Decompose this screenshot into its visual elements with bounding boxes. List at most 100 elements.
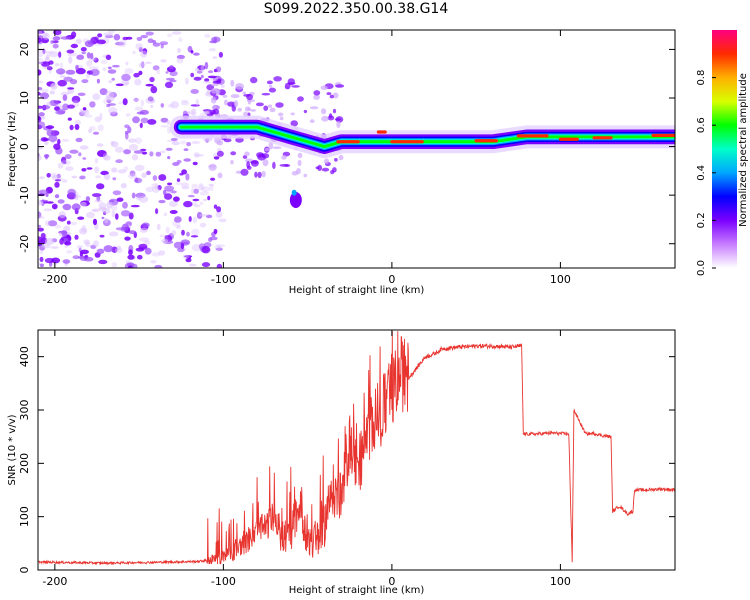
noise-speckle xyxy=(145,83,154,87)
noise-speckle xyxy=(160,103,165,108)
noise-speckle xyxy=(169,79,177,83)
noise-speckle xyxy=(77,92,86,97)
noise-speckle xyxy=(163,212,168,217)
noise-speckle xyxy=(165,71,169,74)
noise-speckle xyxy=(38,227,44,232)
noise-speckle xyxy=(40,61,51,67)
noise-speckle xyxy=(269,107,276,113)
noise-speckle xyxy=(100,59,108,65)
noise-speckle xyxy=(66,49,75,54)
noise-speckle xyxy=(142,48,148,55)
noise-speckle xyxy=(210,83,219,87)
noise-speckle xyxy=(171,230,177,236)
noise-speckle xyxy=(46,173,51,178)
noise-speckle xyxy=(210,88,218,94)
noise-speckle xyxy=(71,175,78,179)
noise-speckle xyxy=(327,115,335,121)
noise-speckle xyxy=(40,116,46,120)
noise-speckle xyxy=(44,220,50,226)
noise-speckle xyxy=(57,177,63,181)
noise-speckle xyxy=(38,146,44,150)
noise-speckle xyxy=(115,159,123,164)
noise-speckle xyxy=(39,176,45,180)
noise-speckle xyxy=(210,177,216,181)
noise-speckle xyxy=(125,132,129,140)
noise-speckle xyxy=(134,78,142,86)
noise-speckle xyxy=(291,170,299,176)
noise-speckle xyxy=(186,256,191,260)
noise-speckle xyxy=(138,70,143,76)
noise-speckle xyxy=(139,195,149,203)
noise-speckle xyxy=(207,75,217,79)
noise-speckle xyxy=(81,109,90,116)
noise-speckle xyxy=(250,76,258,84)
noise-speckle xyxy=(65,166,74,172)
noise-speckle xyxy=(42,32,50,40)
noise-speckle xyxy=(43,208,53,212)
noise-speckle xyxy=(81,51,86,55)
y-tick-label: 400 xyxy=(18,346,31,367)
x-axis-label: Height of straight line (km) xyxy=(289,285,425,296)
noise-speckle xyxy=(246,161,251,168)
noise-speckle xyxy=(128,249,133,256)
noise-speckle xyxy=(170,190,177,194)
noise-speckle xyxy=(204,78,210,82)
noise-speckle xyxy=(107,103,116,106)
noise-speckle xyxy=(132,116,140,124)
noise-speckle xyxy=(281,155,287,160)
noise-speckle xyxy=(50,83,56,89)
noise-speckle xyxy=(64,154,72,160)
noise-speckle xyxy=(155,151,162,157)
noise-speckle xyxy=(44,140,49,146)
x-tick-label: 100 xyxy=(550,273,571,286)
noise-speckle xyxy=(202,198,207,202)
noise-speckle xyxy=(67,188,76,196)
noise-speckle xyxy=(86,72,90,79)
noise-speckle xyxy=(165,77,175,81)
noise-speckle xyxy=(39,263,45,268)
noise-speckle xyxy=(164,193,173,200)
noise-speckle xyxy=(149,76,155,83)
noise-speckle xyxy=(145,186,154,193)
noise-speckle xyxy=(140,34,148,39)
noise-speckle xyxy=(38,121,46,129)
noise-speckle xyxy=(52,43,59,49)
noise-speckle xyxy=(114,247,123,254)
noise-speckle xyxy=(38,87,43,91)
noise-speckle xyxy=(161,238,169,244)
noise-speckle xyxy=(188,216,192,222)
noise-speckle xyxy=(85,196,91,202)
noise-speckle xyxy=(50,172,57,179)
noise-speckle xyxy=(181,186,190,190)
noise-speckle xyxy=(194,154,204,157)
noise-speckle xyxy=(131,153,139,161)
noise-speckle xyxy=(329,94,334,99)
noise-speckle xyxy=(106,96,115,102)
y-tick-label: 100 xyxy=(18,506,31,527)
noise-speckle xyxy=(222,94,228,98)
noise-speckle xyxy=(39,256,44,262)
noise-speckle xyxy=(83,256,94,262)
noise-speckle xyxy=(166,120,171,125)
noise-speckle xyxy=(74,195,82,199)
noise-speckle xyxy=(145,31,154,36)
noise-speckle xyxy=(66,249,73,254)
noise-speckle xyxy=(116,245,122,251)
noise-speckle xyxy=(217,172,223,179)
noise-speckle xyxy=(67,104,75,109)
noise-speckle xyxy=(62,179,68,183)
noise-speckle xyxy=(40,88,49,93)
noise-speckle xyxy=(46,129,55,137)
noise-speckle xyxy=(109,199,115,203)
noise-speckle xyxy=(190,104,200,107)
noise-speckle xyxy=(192,161,198,166)
noise-speckle xyxy=(92,131,100,135)
noise-speckle xyxy=(62,94,68,101)
noise-speckle xyxy=(290,112,295,116)
noise-speckle xyxy=(321,108,327,115)
noise-speckle xyxy=(169,65,174,70)
noise-speckle xyxy=(183,148,189,152)
noise-speckle xyxy=(173,241,183,249)
noise-speckle xyxy=(56,68,66,75)
noise-speckle xyxy=(38,142,41,146)
